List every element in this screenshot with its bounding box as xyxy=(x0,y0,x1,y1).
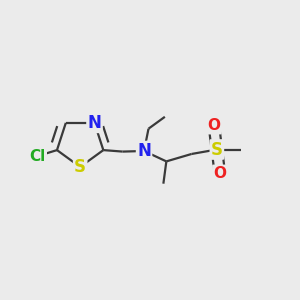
Text: O: O xyxy=(213,166,226,181)
Text: N: N xyxy=(88,114,101,132)
Text: Cl: Cl xyxy=(29,148,46,164)
Text: S: S xyxy=(74,158,86,176)
Text: S: S xyxy=(211,140,223,158)
Text: O: O xyxy=(207,118,220,133)
Text: N: N xyxy=(137,142,151,160)
